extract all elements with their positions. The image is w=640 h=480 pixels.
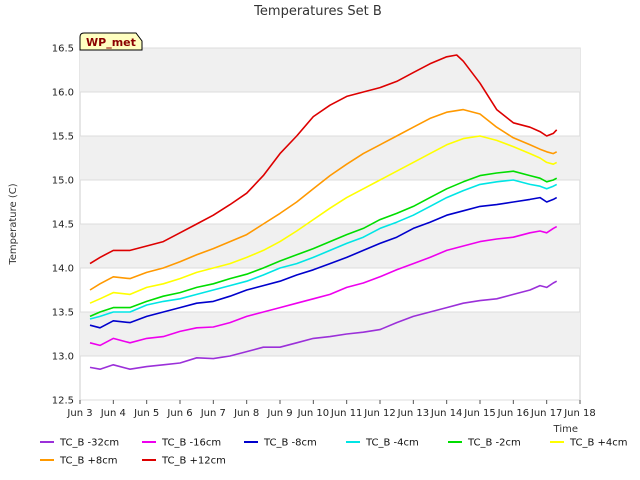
y-tick-label: 12.5	[52, 396, 74, 407]
legend-label: TC_B -8cm	[263, 438, 317, 449]
series-line	[89, 225, 558, 347]
x-tick-label: Jun 18	[563, 408, 596, 419]
grid-band	[80, 312, 580, 356]
legend-item: TC_B -2cm	[448, 438, 521, 449]
x-tick-label: Jun 9	[266, 408, 292, 419]
y-tick-label: 15.0	[52, 176, 74, 187]
series-lines	[89, 54, 558, 371]
y-axis-label: Temperature (C)	[8, 183, 19, 265]
badge-label: WP_met	[86, 36, 136, 49]
grid-bands	[80, 48, 580, 356]
legend-item: TC_B -32cm	[40, 438, 119, 449]
legend-label: TC_B -32cm	[59, 438, 119, 449]
series-line	[89, 196, 558, 329]
series-line	[89, 170, 558, 318]
x-tick-label: Jun 8	[233, 408, 259, 419]
y-tick-label: 15.5	[52, 132, 74, 143]
x-tick-label: Jun 6	[166, 408, 192, 419]
x-tick-label: Jun 4	[100, 408, 126, 419]
y-tick-label: 13.5	[52, 308, 74, 319]
x-axis-ticks: Jun 3 Jun 4 Jun 5 Jun 6 Jun 7 Jun 8 Jun 9 Jun 1…	[66, 400, 596, 419]
x-tick-label: Jun 17	[530, 408, 563, 419]
legend-label: TC_B -4cm	[365, 438, 419, 449]
grid-band	[80, 48, 580, 92]
x-tick-label: Jun 10	[297, 408, 330, 419]
plot-area	[79, 47, 581, 401]
legend-label: TC_B +8cm	[59, 456, 118, 467]
wp-met-badge: WP_met	[79, 32, 143, 51]
series-line	[89, 54, 558, 265]
x-tick-label: Jun 3	[66, 408, 92, 419]
legend-item: TC_B +12cm	[142, 456, 226, 467]
x-tick-label: Jun 7	[200, 408, 226, 419]
legend-item: TC_B +8cm	[40, 456, 118, 467]
y-tick-label: 14.5	[52, 220, 74, 231]
grid-band	[80, 224, 580, 268]
y-tick-label: 13.0	[52, 352, 74, 363]
legend-item: TC_B -16cm	[142, 438, 221, 449]
legend-item: TC_B +4cm	[550, 438, 628, 449]
x-tick-label: Jun 16	[497, 408, 530, 419]
y-axis-ticks: 12.5 13.0 13.5 14.0 14.5 15.0 15.5 16.0 16.5	[52, 44, 74, 407]
series-line	[89, 135, 558, 304]
legend-label: TC_B -2cm	[467, 438, 521, 449]
x-tick-label: Jun 11	[330, 408, 363, 419]
series-line	[89, 108, 558, 291]
legend-item: TC_B -4cm	[346, 438, 419, 449]
x-tick-label: Jun 13	[397, 408, 430, 419]
legend-label: TC_B +12cm	[161, 456, 226, 467]
y-tick-label: 16.5	[52, 44, 74, 55]
legend-item: TC_B -8cm	[244, 438, 317, 449]
legend-label: TC_B -16cm	[161, 438, 221, 449]
legend-label: TC_B +4cm	[569, 438, 628, 449]
x-tick-label: Jun 14	[430, 408, 463, 419]
y-tick-label: 14.0	[52, 264, 74, 275]
grid-band	[80, 136, 580, 180]
chart-title: Temperatures Set B	[253, 4, 382, 19]
series-line	[89, 280, 558, 371]
x-tick-label: Jun 12	[363, 408, 396, 419]
y-tick-label: 16.0	[52, 88, 74, 99]
series-line	[89, 179, 558, 320]
gridlines	[80, 47, 580, 401]
x-axis-label: Time	[553, 424, 578, 435]
x-tick-label: Jun 5	[133, 408, 159, 419]
x-tick-label: Jun 15	[463, 408, 496, 419]
legend: TC_B -32cm TC_B -16cm TC_B -8cm TC_B -4cm TC…	[40, 438, 628, 467]
